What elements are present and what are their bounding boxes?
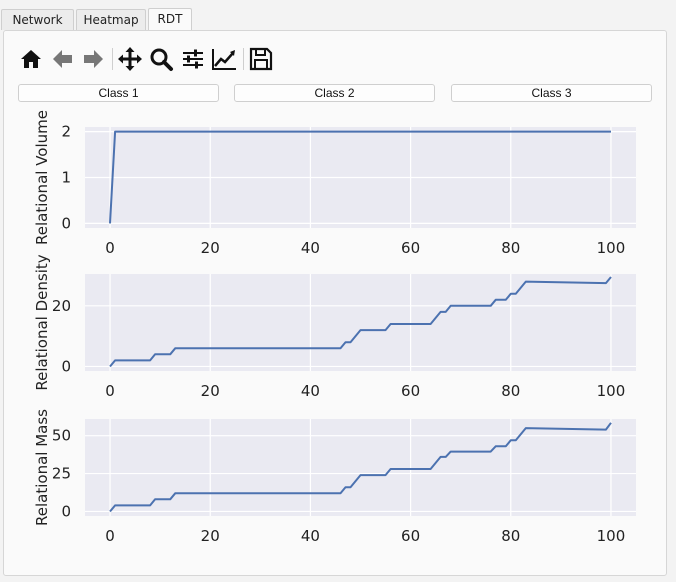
configure-subplots-icon <box>183 49 203 69</box>
tab-label: RDT <box>157 12 183 26</box>
forward-arrow-icon <box>84 50 103 68</box>
x-tick-label: 80 <box>501 239 520 257</box>
series-line-3 <box>109 422 612 513</box>
toolbar-separator <box>243 48 244 70</box>
x-tick-label: 40 <box>301 527 320 545</box>
series-line-1 <box>109 130 611 224</box>
home-button[interactable] <box>18 46 44 72</box>
class-button-label: Class 1 <box>98 86 139 100</box>
edit-axis-icon <box>212 49 236 70</box>
x-tick-label: 40 <box>301 382 320 400</box>
x-tick-label: 0 <box>105 527 115 545</box>
class-1-button[interactable]: Class 1 <box>18 84 219 102</box>
toolbar-separator <box>112 48 113 70</box>
y-tick-label: 2 <box>61 123 71 141</box>
forward-button[interactable] <box>80 46 106 72</box>
class-3-button[interactable]: Class 3 <box>451 84 652 102</box>
tab-heatmap[interactable]: Heatmap <box>76 9 146 30</box>
y-tick-label: 0 <box>61 214 71 232</box>
x-tick-label: 20 <box>201 382 220 400</box>
x-tick-label: 20 <box>201 527 220 545</box>
x-tick-label: 0 <box>105 382 115 400</box>
tab-network[interactable]: Network <box>1 9 74 30</box>
save-icon <box>249 47 273 71</box>
back-button[interactable] <box>50 46 76 72</box>
y-axis-label: Relational Mass <box>33 409 51 526</box>
x-tick-label: 100 <box>597 382 626 400</box>
x-tick-label: 60 <box>401 527 420 545</box>
y-tick-label: 0 <box>61 357 71 375</box>
tab-label: Network <box>12 13 63 27</box>
y-axis-label: Relational Density <box>33 254 51 390</box>
pan-icon <box>118 47 142 71</box>
pan-button[interactable] <box>117 46 143 72</box>
x-tick-label: 60 <box>401 239 420 257</box>
configure-subplots-button[interactable] <box>180 46 206 72</box>
back-arrow-icon <box>53 50 72 68</box>
edit-axis-button[interactable] <box>211 46 237 72</box>
class-button-label: Class 2 <box>314 86 355 100</box>
y-tick-label: 25 <box>52 465 71 483</box>
x-tick-label: 100 <box>597 239 626 257</box>
tab-label: Heatmap <box>83 13 139 27</box>
zoom-icon <box>150 48 173 71</box>
plot-area-2 <box>85 274 636 371</box>
class-2-button[interactable]: Class 2 <box>234 84 435 102</box>
x-tick-label: 80 <box>501 527 520 545</box>
y-tick-label: 1 <box>61 169 71 187</box>
y-tick-label: 0 <box>61 502 71 520</box>
x-tick-label: 0 <box>105 239 115 257</box>
tab-rdt[interactable]: RDT <box>148 8 192 31</box>
x-tick-label: 80 <box>501 382 520 400</box>
series-line-2 <box>109 276 612 368</box>
home-icon <box>21 50 41 68</box>
y-tick-label: 20 <box>52 297 71 315</box>
x-tick-label: 60 <box>401 382 420 400</box>
x-tick-label: 20 <box>201 239 220 257</box>
y-axis-label: Relational Volume <box>33 110 51 245</box>
x-tick-label: 40 <box>301 239 320 257</box>
plot-area-3 <box>85 419 636 516</box>
zoom-button[interactable] <box>148 46 174 72</box>
class-button-label: Class 3 <box>531 86 572 100</box>
y-tick-label: 50 <box>52 427 71 445</box>
save-button[interactable] <box>248 46 274 72</box>
x-tick-label: 100 <box>597 527 626 545</box>
